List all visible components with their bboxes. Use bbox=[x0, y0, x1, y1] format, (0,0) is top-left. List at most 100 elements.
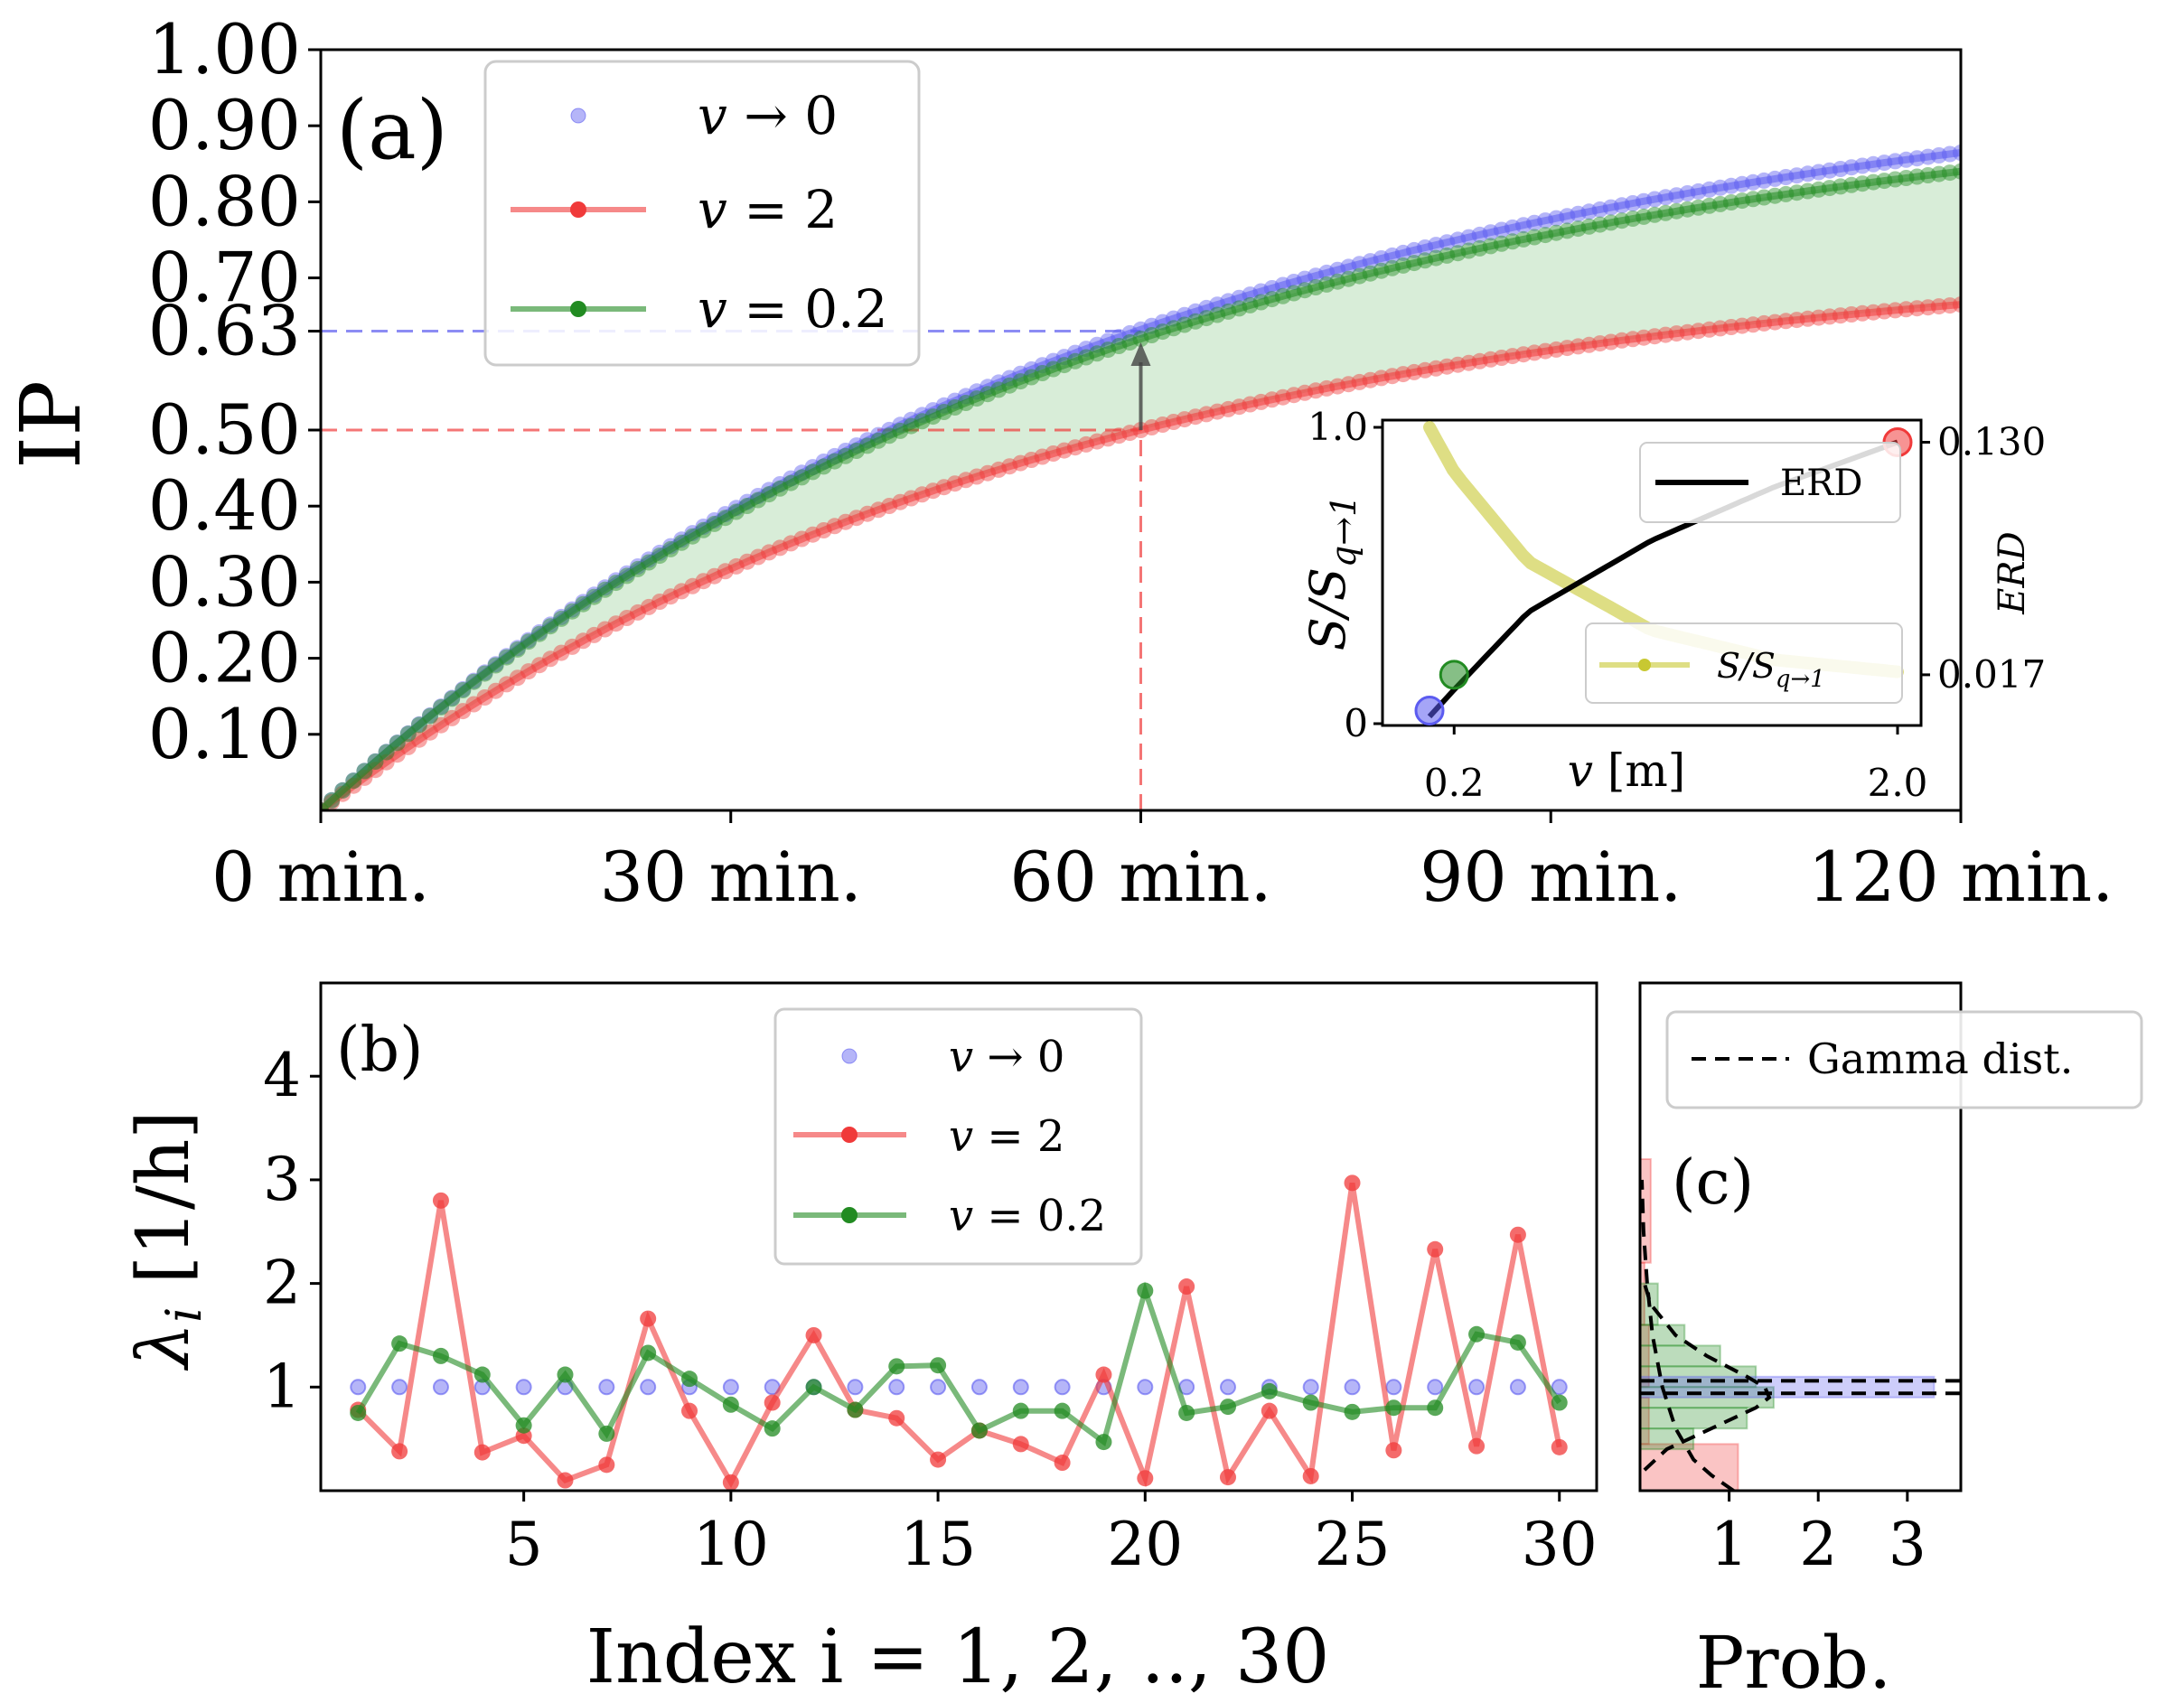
series-point bbox=[1318, 276, 1336, 293]
series-point bbox=[1078, 349, 1094, 366]
y-tick-label: 3 bbox=[263, 1145, 301, 1214]
series-point bbox=[1209, 306, 1226, 323]
y-tick-label: 1.00 bbox=[148, 9, 301, 89]
panel-c-label: (c) bbox=[1672, 1147, 1754, 1219]
inset-y-tick-label: 1.0 bbox=[1308, 405, 1368, 449]
data-point bbox=[1095, 1366, 1112, 1383]
series-point bbox=[1548, 341, 1565, 358]
series-a-v02 bbox=[321, 163, 1961, 810]
series-point bbox=[1526, 229, 1543, 246]
inset-legend-erd: ERD bbox=[1780, 463, 1862, 504]
series-point bbox=[1777, 185, 1795, 202]
series-point bbox=[761, 544, 778, 561]
series-point bbox=[1274, 388, 1291, 406]
series-point bbox=[1417, 239, 1434, 256]
x-tick-label: 25 bbox=[1315, 1510, 1391, 1579]
series-point bbox=[1810, 309, 1827, 326]
series-point bbox=[969, 390, 985, 407]
series-point bbox=[1220, 400, 1237, 417]
series-point bbox=[1580, 218, 1598, 235]
series-point bbox=[1340, 270, 1357, 287]
series-point bbox=[1876, 154, 1893, 172]
data-point bbox=[722, 1379, 739, 1396]
series-point bbox=[1209, 403, 1226, 420]
data-point bbox=[930, 1357, 947, 1374]
panel-b-axes: 5 10 15 20 25 30 1 2 3 4 bbox=[263, 1041, 1598, 1579]
series-point bbox=[542, 650, 559, 668]
series-point bbox=[1930, 298, 1947, 315]
series-point bbox=[1602, 214, 1619, 231]
panel-b-series bbox=[350, 1174, 1568, 1491]
panel-a: 0.100.200.300.400.500.630.700.800.901.00… bbox=[3, 9, 2114, 917]
data-point bbox=[1427, 1399, 1444, 1417]
data-point bbox=[598, 1456, 615, 1474]
data-point bbox=[598, 1379, 615, 1396]
series-point bbox=[1602, 199, 1619, 216]
data-point bbox=[1385, 1399, 1402, 1417]
series-point bbox=[1646, 206, 1664, 223]
series-point bbox=[1308, 267, 1325, 285]
data-point bbox=[640, 1379, 657, 1396]
arrow-head bbox=[1130, 342, 1151, 366]
data-point bbox=[847, 1379, 864, 1396]
series-point bbox=[1242, 286, 1259, 304]
y-tick-label: 2 bbox=[263, 1249, 301, 1318]
series-point bbox=[1417, 252, 1434, 269]
series-point bbox=[1406, 241, 1422, 258]
x-tick-label: 15 bbox=[900, 1510, 976, 1579]
data-point bbox=[557, 1472, 574, 1489]
series-point bbox=[1165, 414, 1182, 430]
series-point bbox=[1198, 310, 1215, 327]
series-point bbox=[1263, 391, 1280, 408]
panel-b-legend: v → 0 v = 2 v = 0.2 bbox=[773, 1007, 1143, 1266]
series-point bbox=[1297, 282, 1313, 299]
series-point bbox=[345, 772, 362, 790]
series-point bbox=[924, 482, 942, 500]
data-point bbox=[930, 1379, 947, 1396]
series-point bbox=[1439, 358, 1456, 375]
series-point bbox=[695, 573, 712, 590]
series-point bbox=[1329, 378, 1346, 395]
data-point bbox=[515, 1379, 532, 1396]
series-point bbox=[444, 690, 461, 707]
panel-b-label: (b) bbox=[336, 1015, 424, 1086]
series-point bbox=[465, 673, 483, 690]
series-point bbox=[727, 503, 745, 520]
series-point bbox=[553, 644, 570, 661]
series-point bbox=[914, 486, 931, 503]
series-point bbox=[1887, 153, 1904, 170]
series-point bbox=[1788, 184, 1805, 201]
data-point bbox=[1509, 1333, 1526, 1351]
series-point bbox=[1908, 168, 1926, 185]
series-point bbox=[564, 603, 581, 620]
panel-a-inset: ERD S/Sq→1 0 1.0 0.017 0.130 0.2 2.0 v [m] S/… bbox=[1299, 405, 2046, 805]
series-point bbox=[1143, 317, 1160, 334]
y-tick-label: 0.70 bbox=[148, 238, 301, 318]
data-point bbox=[1344, 1379, 1361, 1396]
series-point bbox=[1668, 202, 1685, 220]
data-point bbox=[391, 1379, 408, 1396]
y-tick-label: 0.20 bbox=[148, 618, 301, 698]
series-point bbox=[1876, 303, 1893, 320]
series-point bbox=[520, 633, 537, 650]
data-point bbox=[1054, 1455, 1071, 1472]
series-point bbox=[444, 709, 461, 726]
data-point bbox=[1012, 1402, 1029, 1419]
series-point bbox=[783, 474, 800, 491]
series-point bbox=[772, 539, 789, 557]
series-point bbox=[1591, 216, 1608, 233]
series-point bbox=[1843, 306, 1860, 323]
data-point bbox=[350, 1379, 367, 1396]
data-point bbox=[350, 1404, 367, 1421]
series-point bbox=[1143, 327, 1160, 343]
series-point bbox=[903, 490, 920, 507]
series-point bbox=[1745, 173, 1762, 191]
data-point bbox=[805, 1379, 822, 1396]
series-point bbox=[1274, 276, 1291, 294]
series-point bbox=[629, 560, 646, 577]
series-point bbox=[1657, 204, 1674, 221]
series-point bbox=[399, 738, 417, 755]
series-point bbox=[1231, 398, 1248, 416]
series-point bbox=[1767, 313, 1784, 331]
